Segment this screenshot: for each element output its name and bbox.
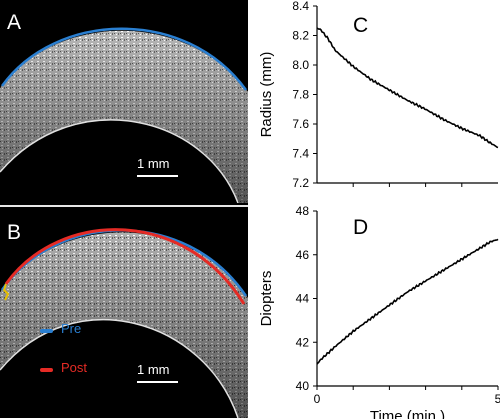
legend-pre-label: Pre [61, 321, 82, 336]
y-axis-label-c: Radius (mm) [258, 52, 275, 138]
radius-chart: 7.2 7.4 7.6 7.8 8.0 8.2 8.4 Radius (mm) C [258, 0, 499, 190]
oct-scan-a [0, 27, 248, 203]
scale-bar-b [137, 381, 178, 383]
y-tick-label-d-3: 46 [296, 248, 310, 262]
y-tick-label-c-0: 7.2 [292, 176, 309, 190]
panel-label-b: B [7, 221, 22, 244]
legend-post-label: Post [61, 360, 88, 375]
separator-line [0, 205, 248, 207]
oct-image-b: B Pre Post 1 mm [0, 210, 248, 418]
x-tick-label-d-0: 0 [314, 392, 321, 406]
scale-bar-a [137, 175, 178, 177]
scale-bar-label-b: 1 mm [137, 362, 170, 377]
y-tick-label-d-4: 48 [296, 204, 310, 218]
y-tick-label-d-0: 40 [296, 379, 310, 393]
radius-chart-plot: 7.2 7.4 7.6 7.8 8.0 8.2 8.4 Radius (mm) [258, 0, 499, 190]
post-surface-line-b [4, 228, 246, 305]
x-axis-label-d: Time (min.) [370, 408, 445, 419]
post-edge-marker [2, 283, 10, 301]
diopters-chart-plot: 40 42 44 46 48 0 5 Diopters Time (min.) [258, 204, 500, 419]
series-line-c-0 [316, 27, 499, 149]
series-line-d-0 [316, 238, 499, 365]
pre-surface-line-a [0, 27, 248, 91]
y-tick-label-c-3: 7.8 [292, 88, 309, 102]
panel-label-a: A [7, 11, 22, 34]
oct-image-a: A 1 mm [0, 0, 248, 203]
y-tick-label-c-1: 7.4 [292, 147, 309, 161]
scale-bar-label-a: 1 mm [137, 156, 170, 171]
legend-post-swatch [40, 368, 53, 372]
y-tick-label-d-1: 42 [296, 335, 310, 349]
y-tick-label-c-4: 8.0 [292, 58, 309, 72]
y-tick-label-d-2: 44 [296, 292, 310, 306]
panel-label-d: D [353, 216, 368, 239]
y-axis-label-d: Diopters [258, 271, 275, 327]
diopters-chart: 40 42 44 46 48 0 5 Diopters Time (min.) D [258, 204, 500, 419]
y-tick-label-c-5: 8.2 [292, 29, 309, 43]
oct-scan-b [0, 228, 248, 418]
x-tick-label-d-1: 5 [495, 392, 500, 406]
y-tick-label-c-6: 8.4 [292, 0, 309, 13]
legend-pre-swatch [40, 329, 53, 333]
panel-label-c: C [353, 14, 368, 37]
y-tick-label-c-2: 7.6 [292, 117, 309, 131]
